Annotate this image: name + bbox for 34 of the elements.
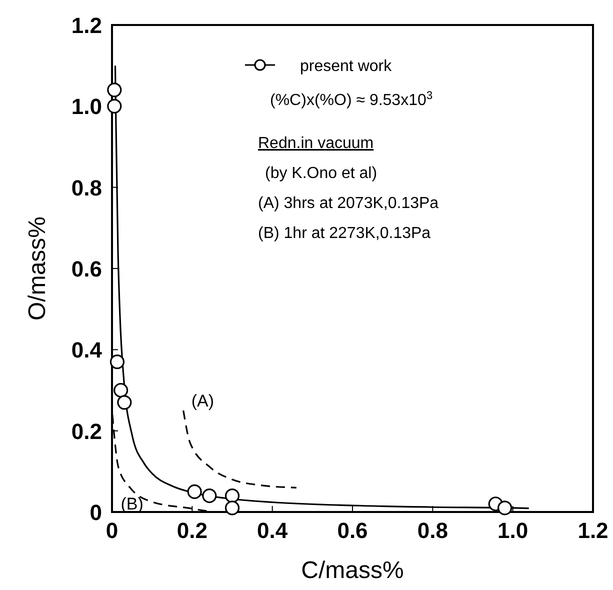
y-tick-label: 1.0 [71,94,102,120]
x-tick-label: 0.4 [257,518,288,543]
x-axis-title: C/mass% [301,557,404,584]
point [187,484,202,500]
annotation: (A) 3hrs at 2073K,0.13Pa [258,195,439,212]
point [202,488,217,504]
x-tick-label: 0.8 [417,518,448,543]
point [107,82,122,98]
annotation: Redn.in vacuum [258,135,374,152]
annotation: (B) 1hr at 2273K,0.13Pa [258,225,431,242]
y-axis-title: O/mass% [24,216,51,321]
point [107,98,122,114]
point [498,500,512,516]
y-tick-label: 0.2 [71,418,102,444]
line-series [182,410,298,488]
legend-label: present work [300,58,393,75]
point [224,500,240,516]
point [114,382,128,398]
y-tick-label: 0 [90,500,102,525]
x-tick-label: 1.0 [498,518,528,543]
x-tick-label: 0 [106,518,118,543]
series-label: (A) [191,392,214,411]
x-tick-label: 1.2 [578,518,608,543]
x-tick-label: 0.2 [176,518,208,543]
point [110,354,125,370]
y-tick-label: 0.4 [71,338,103,363]
x-tick-label: 0.6 [337,518,368,543]
y-tick-label: 0.8 [71,175,102,200]
annotation: (%C)x(%O) ≈ 9.53x10$^{3}$ [270,90,433,109]
y-tick-label: 1.2 [71,13,102,38]
annotation: (by K.Ono et al) [265,165,378,182]
y-tick-label: 0.6 [71,256,102,282]
point [224,488,240,504]
point [117,395,132,410]
